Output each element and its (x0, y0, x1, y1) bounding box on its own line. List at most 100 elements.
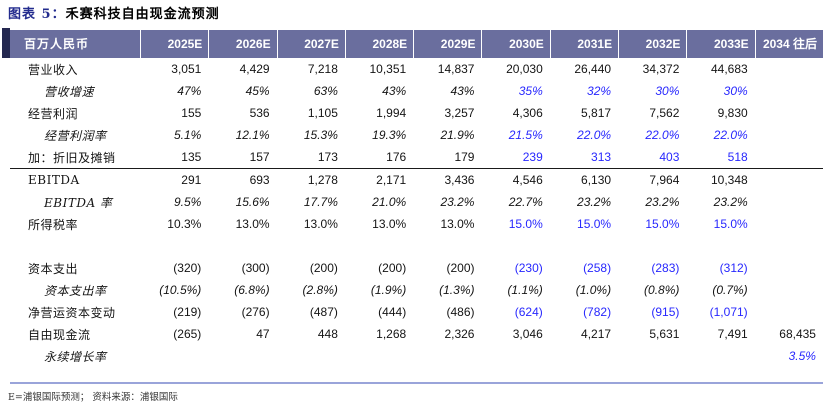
table-row: 加：折旧及摊销 135 157 173 176 179 239 313 403 518 (10, 146, 823, 169)
value-cell: 1,268 (376, 327, 407, 341)
value-cell: 22.0% (645, 128, 680, 142)
table-header-row: 百万人民币 2025E 2026E 2027E 2028E 2029E 2030E 2031… (2, 28, 823, 58)
value-cell: 47% (177, 84, 202, 98)
table-row: 永续增长率 3.5% (10, 345, 823, 367)
value-cell: 23.2% (645, 195, 680, 209)
value-cell: 34,372 (642, 62, 680, 76)
value-cell: 1,994 (376, 106, 407, 120)
value-cell: (200) (378, 261, 407, 275)
column-header-1: 2025E (140, 30, 208, 58)
row-label: 经营利润率 (44, 128, 107, 143)
table-row: 经营利润 155 536 1,105 1,994 3,257 4,306 5,817 7,562… (10, 102, 823, 124)
value-cell: 1,105 (307, 106, 338, 120)
value-cell: 15.0% (645, 217, 680, 231)
row-label: 自由现金流 (28, 327, 91, 342)
value-cell: (265) (173, 327, 202, 341)
value-cell: (1.1%) (507, 283, 543, 297)
value-cell: 23.2% (440, 195, 475, 209)
value-cell: (487) (309, 305, 338, 319)
value-cell: 23.2% (713, 195, 748, 209)
value-cell: 19.3% (372, 128, 407, 142)
value-cell: (0.7%) (712, 283, 748, 297)
value-cell: 45% (245, 84, 270, 98)
value-cell: 173 (317, 150, 338, 164)
value-cell: (276) (241, 305, 270, 319)
value-cell: 135 (181, 150, 202, 164)
value-cell: 518 (727, 150, 748, 164)
row-label: 净营运资本变动 (28, 305, 116, 320)
value-cell: 313 (591, 150, 612, 164)
column-header-9: 2033E (686, 30, 754, 58)
value-cell: (258) (583, 261, 612, 275)
value-cell: (1.3%) (439, 283, 475, 297)
value-cell: 3,257 (444, 106, 475, 120)
unit-header: 百万人民币 (24, 37, 90, 51)
row-label: 经营利润 (28, 106, 79, 121)
value-cell: (219) (173, 305, 202, 319)
row-label: 营收增速 (44, 84, 95, 99)
value-cell: 5,631 (649, 327, 680, 341)
figure-title: 图表 5：禾赛科技自由现金流预测 (8, 3, 220, 22)
value-cell: (283) (651, 261, 680, 275)
value-cell: 239 (522, 150, 543, 164)
table-row (10, 235, 823, 257)
column-header-7: 2031E (549, 30, 618, 58)
value-cell: 7,562 (649, 106, 680, 120)
value-cell: 2,171 (376, 173, 407, 187)
value-cell: 1,278 (307, 173, 338, 187)
value-cell: 32% (587, 84, 612, 98)
value-cell: (1.0%) (575, 283, 612, 297)
value-cell: 13.0% (372, 217, 407, 231)
value-cell: 448 (317, 327, 338, 341)
fcf-forecast-table: 百万人民币 2025E 2026E 2027E 2028E 2029E 2030E 2031… (2, 28, 823, 367)
value-cell: (300) (241, 261, 270, 275)
value-cell: 4,306 (512, 106, 543, 120)
value-cell: (1.9%) (370, 283, 407, 297)
table-body: 营业收入 3,051 4,429 7,218 10,351 14,837 20,030 26,… (10, 58, 823, 367)
value-cell: (200) (446, 261, 475, 275)
table-row: 所得税率 10.3% 13.0% 13.0% 13.0% 13.0% 15.0% 15.0% 1… (10, 213, 823, 235)
value-cell: 693 (249, 173, 270, 187)
value-cell: 3.5% (788, 349, 816, 363)
value-cell: 47 (256, 327, 270, 341)
value-cell: 22.0% (577, 128, 612, 142)
value-cell: (486) (446, 305, 475, 319)
value-cell: (1,071) (709, 305, 748, 319)
value-cell: 7,218 (307, 62, 338, 76)
value-cell: 23.2% (577, 195, 612, 209)
value-cell: 30% (723, 84, 748, 98)
value-cell: 10,348 (710, 173, 748, 187)
value-cell: 15.0% (508, 217, 543, 231)
figure-label: 图表 5： (8, 7, 66, 22)
value-cell: 13.0% (303, 217, 338, 231)
value-cell: 21.5% (508, 128, 543, 142)
table-row: 营业收入 3,051 4,429 7,218 10,351 14,837 20,030 26,… (10, 58, 823, 80)
row-label: 营业收入 (28, 62, 79, 77)
table-row: 资本支出率 (10.5%) (6.8%) (2.8%) (1.9%) (1.3%) (1.1… (10, 279, 823, 301)
value-cell: 9.5% (173, 195, 202, 209)
value-cell: 44,683 (710, 62, 748, 76)
value-cell: 22.0% (713, 128, 748, 142)
value-cell: 13.0% (440, 217, 475, 231)
value-cell: (10.5%) (159, 283, 202, 297)
table-row: 资本支出 (320) (300) (200) (200) (200) (230) (258) (… (10, 257, 823, 279)
value-cell: 7,964 (649, 173, 680, 187)
value-cell: 155 (181, 106, 202, 120)
table-row: 净营运资本变动 (219) (276) (487) (444) (486) (624) (78… (10, 301, 823, 323)
row-label: EBITDA 率 (44, 195, 113, 210)
value-cell: 15.0% (713, 217, 748, 231)
value-cell: 35% (518, 84, 543, 98)
row-label: EBITDA (28, 173, 80, 187)
row-label: 加：折旧及摊销 (28, 150, 116, 165)
value-cell: 15.6% (235, 195, 270, 209)
value-cell: 176 (386, 150, 407, 164)
value-cell: 12.1% (235, 128, 270, 142)
value-cell: (200) (309, 261, 338, 275)
value-cell: 21.9% (440, 128, 475, 142)
value-cell: 3,046 (512, 327, 543, 341)
value-cell: 10,351 (369, 62, 407, 76)
value-cell: 30% (655, 84, 680, 98)
value-cell: 3,436 (444, 173, 475, 187)
value-cell: 4,546 (512, 173, 543, 187)
